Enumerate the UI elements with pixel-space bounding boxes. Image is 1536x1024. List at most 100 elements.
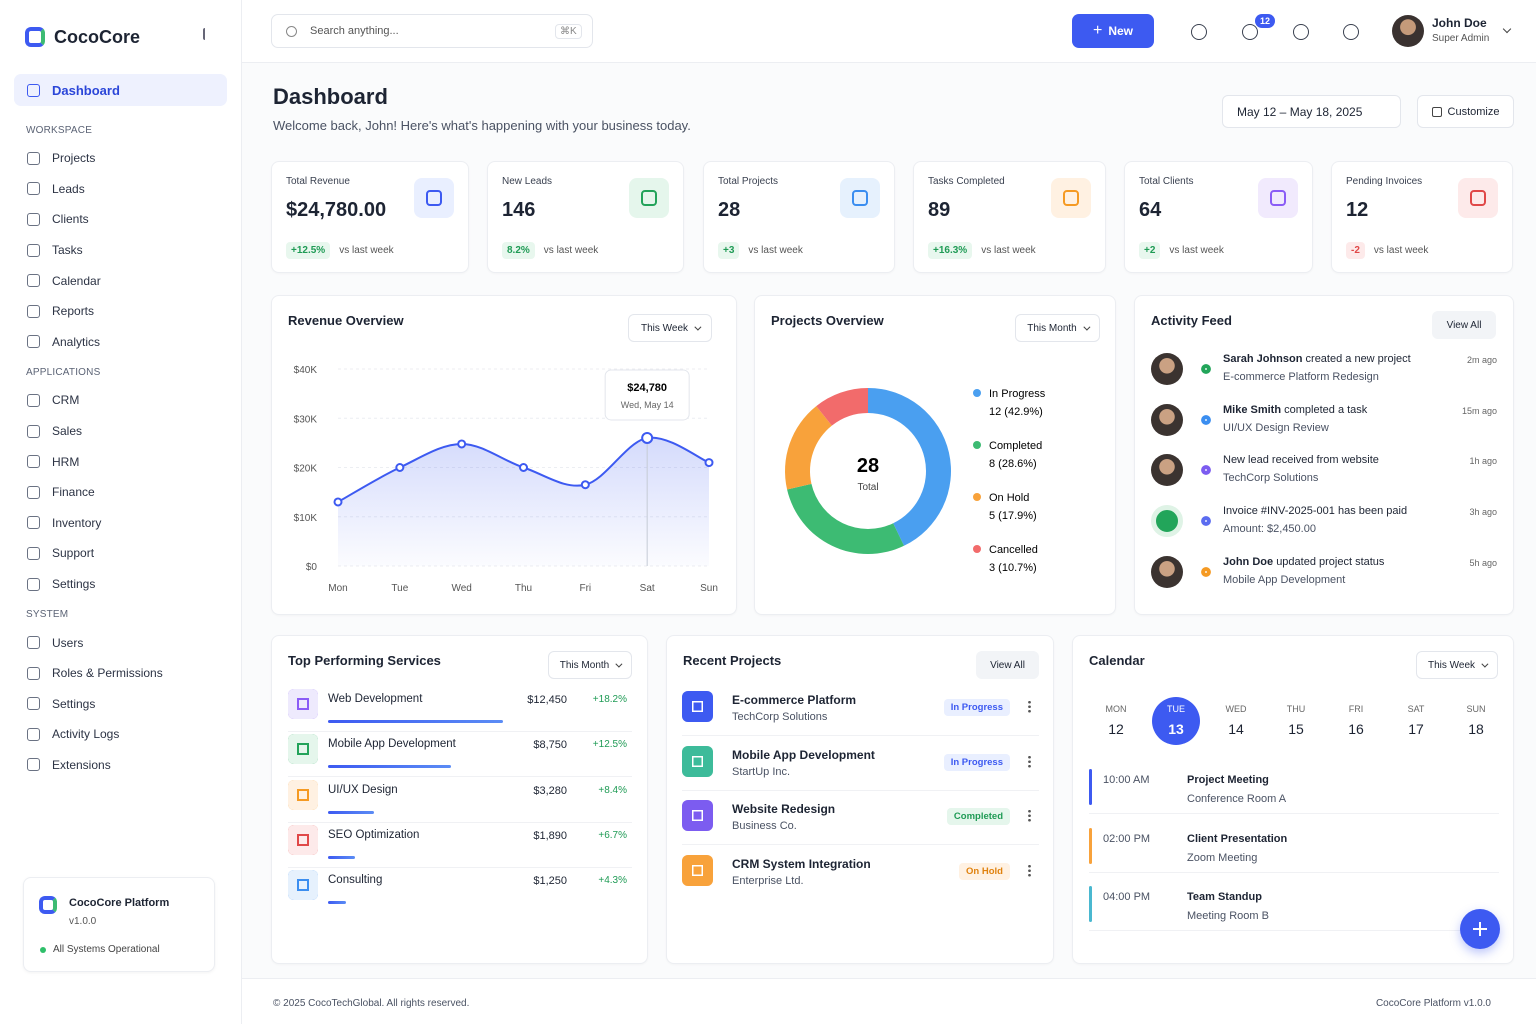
period-dropdown[interactable]: This Month xyxy=(1015,314,1100,342)
nav-item[interactable]: Extensions xyxy=(14,750,227,781)
nav-item[interactable]: Projects xyxy=(14,143,227,174)
add-event-button[interactable] xyxy=(1460,909,1500,949)
service-change: +18.2% xyxy=(592,694,627,705)
nav-item[interactable]: Finance xyxy=(14,477,227,508)
stat-note: vs last week xyxy=(1169,245,1224,256)
nav-item[interactable]: CRM xyxy=(14,385,227,416)
stat-value: $24,780.00 xyxy=(286,199,387,221)
nav-item[interactable]: Settings xyxy=(14,689,227,720)
nav-item[interactable]: Inventory xyxy=(14,508,227,539)
notifications[interactable] xyxy=(1234,16,1264,46)
event-place: Zoom Meeting xyxy=(1187,851,1258,864)
collapse-button[interactable] xyxy=(203,28,217,40)
nav-item[interactable]: Leads xyxy=(14,174,227,205)
stat-icon xyxy=(414,178,454,218)
project-menu[interactable] xyxy=(1028,754,1031,768)
new-button[interactable]: + New xyxy=(1072,14,1154,48)
service-change: +6.7% xyxy=(598,829,627,841)
period-dropdown[interactable]: This Week xyxy=(628,314,712,342)
stat-label: Tasks Completed xyxy=(928,176,1005,187)
nav-icon xyxy=(27,151,40,165)
nav-item[interactable]: Roles & Permissions xyxy=(14,658,227,689)
nav-item[interactable]: Calendar xyxy=(14,265,227,296)
user-avatar[interactable] xyxy=(1392,15,1424,47)
stat-note: vs last week xyxy=(339,245,394,256)
y-tick-label: $10K xyxy=(294,513,318,524)
donut-segment xyxy=(785,406,832,490)
status-dot xyxy=(40,947,46,953)
stat-change: +16.3% xyxy=(928,242,973,259)
view-all[interactable]: View All xyxy=(976,651,1039,679)
revenue-area xyxy=(338,437,709,566)
nav-label: Activity Logs xyxy=(52,727,120,742)
legend-label: Completed xyxy=(989,440,1042,452)
stat-icon-glyph xyxy=(1063,190,1079,206)
nav-icon xyxy=(27,274,40,288)
event-title: Client Presentation xyxy=(1187,832,1288,845)
nav-item[interactable]: Sales xyxy=(14,416,227,447)
y-tick-label: $30K xyxy=(294,414,318,425)
nav-icon xyxy=(27,304,40,318)
project-menu[interactable] xyxy=(1028,700,1031,713)
view-all[interactable]: View All xyxy=(1432,311,1496,339)
stat-icon-glyph xyxy=(1270,190,1286,206)
search-placeholder: Search anything... xyxy=(310,25,399,37)
nav-item[interactable]: Dashboard xyxy=(14,74,227,106)
stat-value: 28 xyxy=(718,199,741,221)
user-role: Super Admin xyxy=(1432,33,1490,44)
services-card: Top Performing Services This Month Web Dev… xyxy=(271,635,648,964)
stat-change-row: +3 vs last week xyxy=(718,242,803,259)
platform-status: All Systems Operational xyxy=(53,944,160,955)
day-date: 14 xyxy=(1228,721,1244,737)
activity-action: created a new project xyxy=(1305,353,1411,365)
activity-icon xyxy=(1197,461,1215,480)
messages[interactable] xyxy=(1285,16,1315,46)
period-dropdown[interactable]: This Month xyxy=(548,651,632,679)
data-point xyxy=(457,439,467,449)
nav-label: Settings xyxy=(52,577,96,592)
activity-detail: Amount: $2,450.00 xyxy=(1223,523,1316,536)
nav-item[interactable]: Users xyxy=(14,627,227,658)
customize-button[interactable]: Customize xyxy=(1417,95,1514,128)
activity-action: updated project status xyxy=(1276,555,1385,568)
nav-item[interactable]: Settings xyxy=(14,569,227,600)
nav-item[interactable]: Reports xyxy=(14,296,227,327)
today-highlight xyxy=(1152,697,1200,745)
stat-change: +12.5% xyxy=(286,242,331,259)
period-dropdown[interactable]: This Week xyxy=(1416,651,1498,679)
project-menu[interactable] xyxy=(1028,863,1031,877)
project-menu[interactable] xyxy=(1028,809,1031,823)
legend-value: 3 (10.7%) xyxy=(989,562,1037,574)
theme-toggle[interactable] xyxy=(1183,16,1213,46)
activity-text: John Doe updated project status xyxy=(1223,556,1384,568)
dropdown-label: This Week xyxy=(640,322,689,334)
nav-label: Analytics xyxy=(52,334,101,349)
search-box[interactable]: Search anything... ⌘K xyxy=(271,14,593,48)
tooltip-date: Wed, May 14 xyxy=(621,400,674,410)
date-range[interactable]: May 12 – May 18, 2025 xyxy=(1222,95,1401,128)
nav-label: Sales xyxy=(52,424,83,439)
stat-change-row: +16.3% vs last week xyxy=(928,242,1036,259)
nav-label: Roles & Permissions xyxy=(52,666,163,681)
activity-icon xyxy=(1197,360,1215,378)
nav-label: Projects xyxy=(52,151,96,166)
data-point xyxy=(333,497,343,507)
nav-item[interactable]: HRM xyxy=(14,446,227,477)
nav-item[interactable]: Activity Logs xyxy=(14,719,227,750)
plus-icon: + xyxy=(1092,22,1103,39)
search-icon xyxy=(286,26,297,37)
nav-item[interactable]: Clients xyxy=(14,204,227,235)
legend-label: Cancelled xyxy=(989,544,1038,556)
user-menu-caret xyxy=(1502,24,1512,34)
dropdown-label: This Month xyxy=(559,659,610,671)
stat-change: +2 xyxy=(1139,242,1161,259)
x-tick-label: Sat xyxy=(640,583,655,594)
help[interactable] xyxy=(1335,16,1365,46)
nav-item[interactable]: Analytics xyxy=(14,327,227,358)
nav-label: Inventory xyxy=(52,515,102,530)
event-place: Meeting Room B xyxy=(1187,910,1269,922)
activity-detail: TechCorp Solutions xyxy=(1223,472,1319,485)
nav-item[interactable]: Support xyxy=(14,538,227,569)
nav-item[interactable]: Tasks xyxy=(14,235,227,266)
card-title: Recent Projects xyxy=(683,653,782,668)
